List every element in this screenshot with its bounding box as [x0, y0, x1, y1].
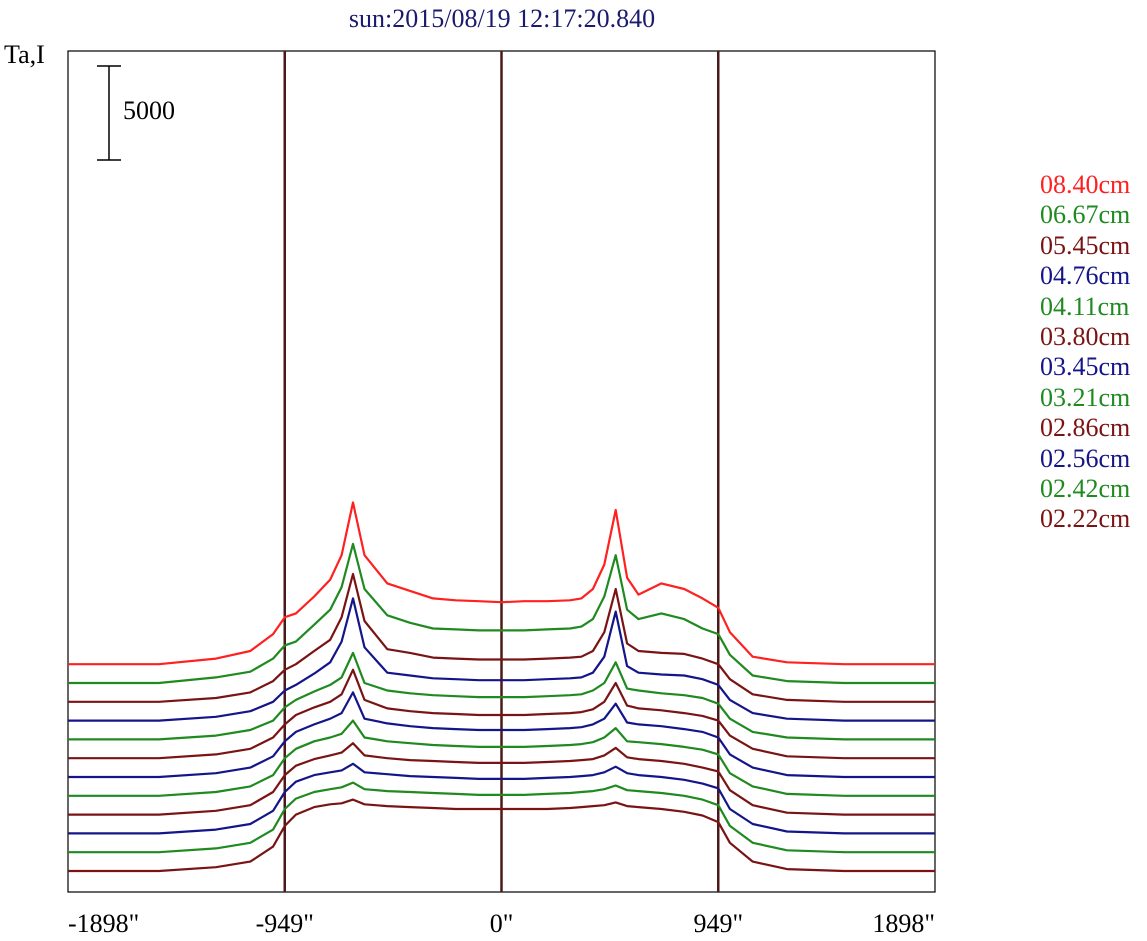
series-line-03.21cm [68, 719, 935, 797]
series-line-06.67cm [68, 542, 935, 685]
scale-bar-label: 5000 [123, 96, 175, 125]
legend-item: 04.76cm [1040, 261, 1131, 291]
y-axis-label: Ta,I [4, 40, 45, 69]
x-tick-label: 0" [490, 909, 514, 938]
legend: 08.40cm 06.67cm 05.45cm 04.76cm 04.11cm 03.80… [1040, 170, 1130, 535]
series-line-02.42cm [68, 781, 935, 854]
chart-title: sun:2015/08/19 12:17:20.840 [348, 4, 656, 33]
series-line-03.45cm [68, 691, 935, 779]
series-line-02.22cm [68, 798, 935, 873]
legend-item: 03.80cm [1040, 322, 1131, 352]
series-line-02.86cm [68, 742, 935, 816]
x-tick-label: 949" [693, 909, 743, 938]
series-line-04.76cm [68, 597, 935, 722]
series-line-04.11cm [68, 651, 935, 741]
legend-item: 03.21cm [1040, 382, 1131, 412]
legend-item: 02.56cm [1040, 443, 1131, 473]
series-line-03.80cm [68, 668, 935, 760]
series-line-08.40cm [68, 501, 935, 666]
x-tick-label: 1898" [872, 909, 935, 938]
x-tick-label: -949" [256, 909, 314, 938]
legend-item: 04.11cm [1040, 291, 1130, 321]
legend-item: 03.45cm [1040, 352, 1131, 382]
legend-item: 02.22cm [1040, 504, 1131, 534]
x-tick-label: -1898" [68, 909, 139, 938]
legend-item: 05.45cm [1040, 230, 1131, 260]
legend-item: 06.67cm [1040, 200, 1131, 230]
series-line-02.56cm [68, 762, 935, 835]
series-line-05.45cm [68, 572, 935, 703]
legend-item: 02.42cm [1040, 474, 1131, 504]
legend-item: 02.86cm [1040, 413, 1131, 443]
legend-item: 08.40cm [1040, 170, 1131, 199]
scale-bar: 5000 [97, 65, 175, 161]
